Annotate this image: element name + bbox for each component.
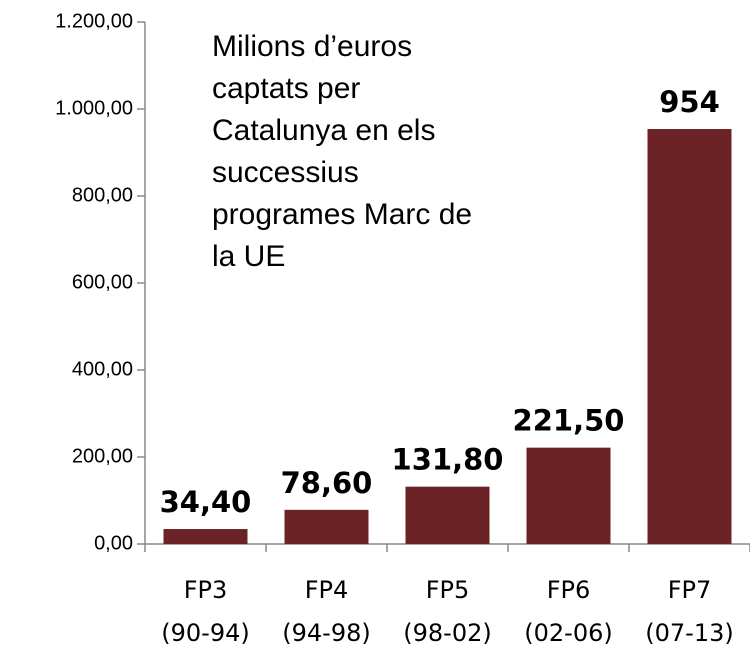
x-tick-label: (94-98) [282,619,370,647]
x-tick-label: (02-06) [524,619,612,647]
y-tick-label: 800,00 [72,184,133,206]
bar [526,447,611,544]
value-label: 131,80 [392,443,504,477]
x-tick-label: (98-02) [403,619,491,647]
y-tick-label: 200,00 [72,445,133,467]
chart-title: programes Marc de [212,198,472,231]
chart-title: la UE [212,240,285,273]
y-tick-label: 1.200,00 [55,10,133,32]
x-tick-label: (90-94) [161,619,249,647]
value-label: 954 [659,85,720,119]
bar [163,529,248,544]
chart-title: Catalunya en els [212,114,435,147]
y-tick-label: 1.000,00 [55,97,133,119]
x-tick-label: FP6 [547,576,591,604]
y-tick-label: 600,00 [72,271,133,293]
chart-title: successius [212,156,359,189]
chart-title: captats per [212,72,360,105]
chart-title: Milions d’euros [212,30,412,63]
value-label: 34,40 [160,485,252,519]
bar [284,509,369,544]
value-label: 78,60 [281,466,373,500]
x-tick-label: FP7 [668,576,712,604]
bar [405,486,490,544]
y-tick-label: 400,00 [72,358,133,380]
x-tick-label: FP4 [305,576,349,604]
x-tick-label: FP3 [184,576,228,604]
x-tick-label: FP5 [426,576,470,604]
value-label: 221,50 [513,404,625,438]
bar [647,129,732,544]
x-tick-label: (07-13) [645,619,733,647]
y-tick-label: 0,00 [94,532,133,554]
